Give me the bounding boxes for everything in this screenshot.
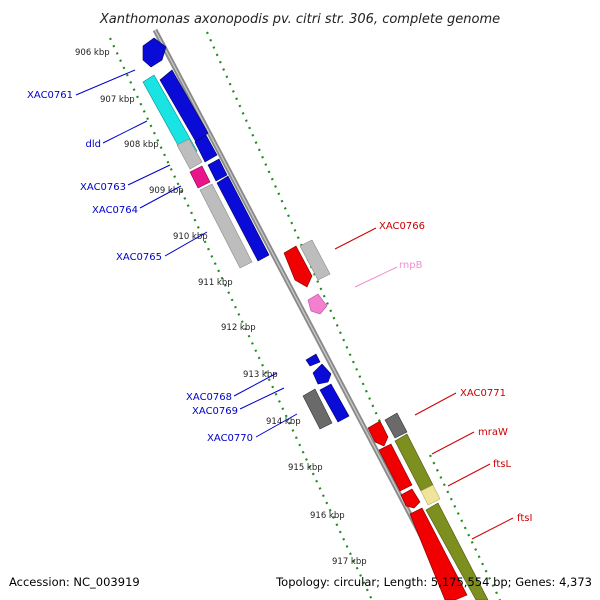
genome-summary-text: Topology: circular; Length: 5,175,554 bp…	[275, 575, 592, 589]
map-title: Xanthomonas axonopodis pv. citri str. 30…	[99, 12, 500, 27]
gene-ftsL[interactable]	[400, 488, 421, 509]
gene-XAC0768[interactable]	[305, 353, 321, 367]
label-XAC0769[interactable]: XAC0769	[192, 406, 238, 417]
gene-khaki-916[interactable]	[420, 484, 441, 506]
gene-darkgrey-915[interactable]	[384, 412, 408, 439]
genes-right	[283, 239, 489, 600]
gene-XAC0769[interactable]	[312, 363, 332, 385]
gene-grey-908[interactable]	[176, 138, 203, 170]
gene-XAC0770[interactable]	[302, 388, 333, 430]
tick-label: 909 kbp	[149, 186, 184, 196]
gene-blue-914[interactable]	[319, 383, 350, 423]
gene-XAC0765[interactable]	[199, 183, 253, 269]
tick-label: 916 kbp	[310, 511, 345, 521]
gene-ftsI[interactable]	[425, 502, 489, 600]
label-XAC0766[interactable]: XAC0766	[379, 221, 425, 232]
gene-dld[interactable]	[142, 74, 198, 159]
tick-label: 917 kbp	[332, 557, 367, 567]
label-XAC0771[interactable]: XAC0771	[460, 388, 506, 399]
genes-left	[142, 37, 350, 430]
label-mraW[interactable]: mraW	[478, 427, 508, 438]
label-XAC0764[interactable]: XAC0764	[92, 205, 138, 216]
tick-track-right	[429, 454, 501, 600]
tick-label: 911 kbp	[198, 278, 233, 288]
gene-blue-908[interactable]	[194, 134, 218, 163]
tick-label: 912 kbp	[221, 323, 256, 333]
label-rnpB[interactable]: rnpB	[399, 260, 423, 271]
label-XAC0761[interactable]: XAC0761	[27, 90, 73, 101]
tick-label: 913 kbp	[243, 370, 278, 380]
gene-XAC0766[interactable]	[283, 245, 313, 288]
accession-text: Accession: NC_003919	[9, 575, 140, 589]
gene-XAC0760[interactable]	[142, 37, 167, 68]
gene-XAC0771[interactable]	[367, 420, 389, 447]
tick-label: 910 kbp	[173, 232, 208, 242]
label-ftsI[interactable]: ftsI	[517, 513, 532, 524]
leader-lines	[75, 69, 514, 540]
gene-blue-909[interactable]	[207, 158, 228, 182]
gene-grey-911[interactable]	[299, 239, 331, 281]
label-dld[interactable]: dld	[86, 139, 101, 150]
gene-XAC0763[interactable]	[189, 165, 211, 189]
gene-labels: XAC0761 dld XAC0763 XAC0764 XAC0765 XAC0…	[27, 90, 532, 524]
label-XAC0763[interactable]: XAC0763	[80, 182, 126, 193]
chromosome-backbone	[152, 28, 458, 600]
tick-label: 915 kbp	[288, 463, 323, 473]
tick-label: 908 kbp	[124, 140, 159, 150]
label-XAC0765[interactable]: XAC0765	[116, 252, 162, 263]
tick-label: 907 kbp	[100, 95, 135, 105]
tick-label: 906 kbp	[75, 48, 110, 58]
gene-mraW[interactable]	[378, 443, 413, 492]
gene-blue-910[interactable]	[216, 175, 270, 262]
label-XAC0768[interactable]: XAC0768	[186, 392, 232, 403]
gene-XAC0761[interactable]	[159, 69, 209, 143]
gene-red-917[interactable]	[409, 507, 468, 600]
label-XAC0770[interactable]: XAC0770	[207, 433, 253, 444]
label-ftsL[interactable]: ftsL	[493, 459, 511, 470]
gene-rnpB[interactable]	[307, 293, 328, 315]
